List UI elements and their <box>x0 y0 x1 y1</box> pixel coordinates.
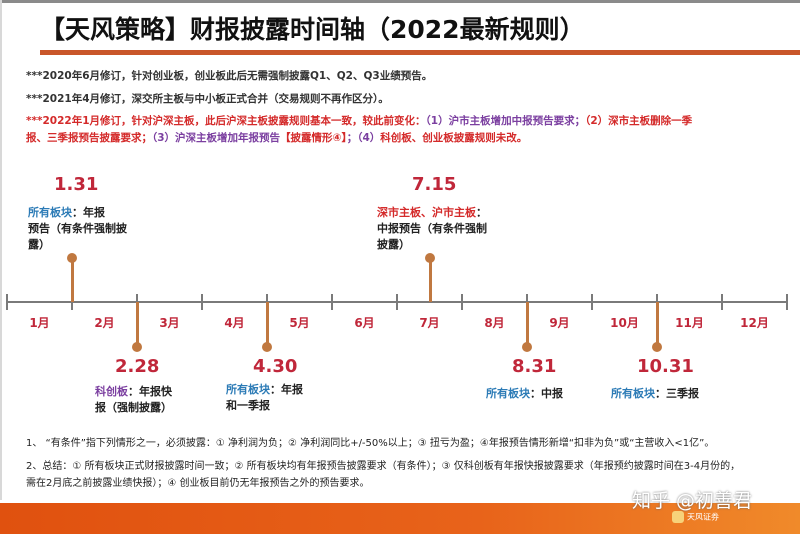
desc-text: ：年报快 <box>128 385 172 398</box>
event-stem <box>71 258 74 302</box>
desc-text: ：年报 <box>270 383 303 396</box>
event-description: 科创板：年报快报（强制披露） <box>95 384 187 416</box>
revision-note-2020: ***2020年6月修订，针对创业板，创业板此后无需强制披露Q1、Q2、Q3业绩… <box>26 70 433 82</box>
axis-tick <box>591 294 593 310</box>
event-description: 所有板块：年报预告（有条件强制披露） <box>28 205 128 253</box>
month-label: 10月 <box>610 316 639 330</box>
event-dot <box>522 342 532 352</box>
event-dot <box>652 342 662 352</box>
event-stem <box>266 302 269 344</box>
event-date: 7.15 <box>412 174 457 195</box>
event-date: 2.28 <box>115 356 160 377</box>
note-text: 【披露情形④】 <box>280 132 347 144</box>
board-label: 所有板块 <box>611 387 655 400</box>
event-description: 所有板块：中报 <box>486 386 596 402</box>
event-stem <box>429 258 432 302</box>
board-label: 科创板 <box>95 385 128 398</box>
desc-text: ： <box>476 206 487 219</box>
event-dot <box>67 253 77 263</box>
title-underline <box>40 50 800 55</box>
event-stem <box>656 302 659 344</box>
flower-icon <box>672 511 684 523</box>
event-stem <box>526 302 529 344</box>
footnote-2-line2: 需在2月底之前披露业绩快报）；④ 创业板目前仍无年报预告之外的预告要求。 <box>26 478 370 489</box>
note-text: 报、三季报预告披露要求； <box>26 132 152 144</box>
note-text: （3）沪深主板增加年报预告 <box>152 132 281 144</box>
logo-text: 天风证券 <box>687 512 719 522</box>
footnote-1: 1、 “有条件”指下列情形之一，必须披露：① 净利润为负；② 净利润同比+/-5… <box>26 438 715 449</box>
board-label: 所有板块 <box>226 383 270 396</box>
footer-band <box>0 503 800 534</box>
desc-text: 中报预告（有条件强制披露） <box>377 222 487 251</box>
page-title: 【天风策略】财报披露时间轴（2022最新规则） <box>40 15 585 44</box>
month-label: 8月 <box>484 316 505 330</box>
axis-tick <box>721 294 723 310</box>
event-date: 8.31 <box>512 356 557 377</box>
axis-tick <box>786 294 788 310</box>
axis-tick <box>461 294 463 310</box>
event-dot <box>132 342 142 352</box>
footnote-2-line1: 2、总结：① 所有板块正式财报披露时间一致；② 所有板块均有年报预告披露要求（有… <box>26 461 741 472</box>
event-date: 10.31 <box>637 356 694 377</box>
axis-tick <box>331 294 333 310</box>
event-date: 1.31 <box>54 174 99 195</box>
note-text: 科创板、创业板披露规则未改。 <box>380 132 528 144</box>
brand-logo: 天风证券 <box>672 511 719 523</box>
desc-text: ：年报 <box>72 206 105 219</box>
event-stem <box>136 302 139 344</box>
event-dot <box>425 253 435 263</box>
axis-tick <box>71 294 73 310</box>
desc-text: ：三季报 <box>655 387 699 400</box>
desc-text: ：中报 <box>530 387 563 400</box>
month-label: 2月 <box>94 316 115 330</box>
event-description: 所有板块：年报 和一季报 <box>226 382 316 414</box>
top-border <box>0 0 800 3</box>
month-label: 5月 <box>289 316 310 330</box>
axis-tick <box>201 294 203 310</box>
month-label: 12月 <box>740 316 769 330</box>
note-text: ***2022年1月修订，针对沪深主板，此后沪深主板披露规则基本一致，较此前变化… <box>26 115 426 127</box>
board-label: 所有板块 <box>486 387 530 400</box>
revision-note-2021: ***2021年4月修订，深交所主板与中小板正式合并（交易规则不再作区分）。 <box>26 93 389 105</box>
desc-text: 和一季报 <box>226 399 270 412</box>
desc-text: 预告（有条件强制披露） <box>28 222 127 251</box>
board-label: 深市主板、沪市主板 <box>377 206 476 219</box>
month-label: 7月 <box>419 316 440 330</box>
left-border <box>0 0 2 500</box>
note-text: （1）沪市主板增加中报预告要求； <box>425 115 586 127</box>
event-dot <box>262 342 272 352</box>
axis-tick <box>396 294 398 310</box>
event-description: 所有板块：三季报 <box>611 386 731 402</box>
event-description: 深市主板、沪市主板： 中报预告（有条件强制披露） <box>377 205 489 253</box>
month-label: 9月 <box>549 316 570 330</box>
month-label: 3月 <box>159 316 180 330</box>
month-label: 4月 <box>224 316 245 330</box>
note-text: （2）深市主板删除一季 <box>585 115 693 127</box>
board-label: 所有板块 <box>28 206 72 219</box>
note-text: ；（4） <box>346 132 381 144</box>
revision-note-2022-line2: 报、三季报预告披露要求；（3）沪深主板增加年报预告【披露情形④】；（4）科创板、… <box>26 130 527 145</box>
month-label: 6月 <box>354 316 375 330</box>
event-date: 4.30 <box>253 356 298 377</box>
watermark: 知乎 @初善君 <box>632 490 753 512</box>
month-label: 11月 <box>675 316 704 330</box>
axis-tick <box>6 294 8 310</box>
desc-text: 报（强制披露） <box>95 401 172 414</box>
revision-note-2022-line1: ***2022年1月修订，针对沪深主板，此后沪深主板披露规则基本一致，较此前变化… <box>26 113 692 128</box>
month-label: 1月 <box>29 316 50 330</box>
